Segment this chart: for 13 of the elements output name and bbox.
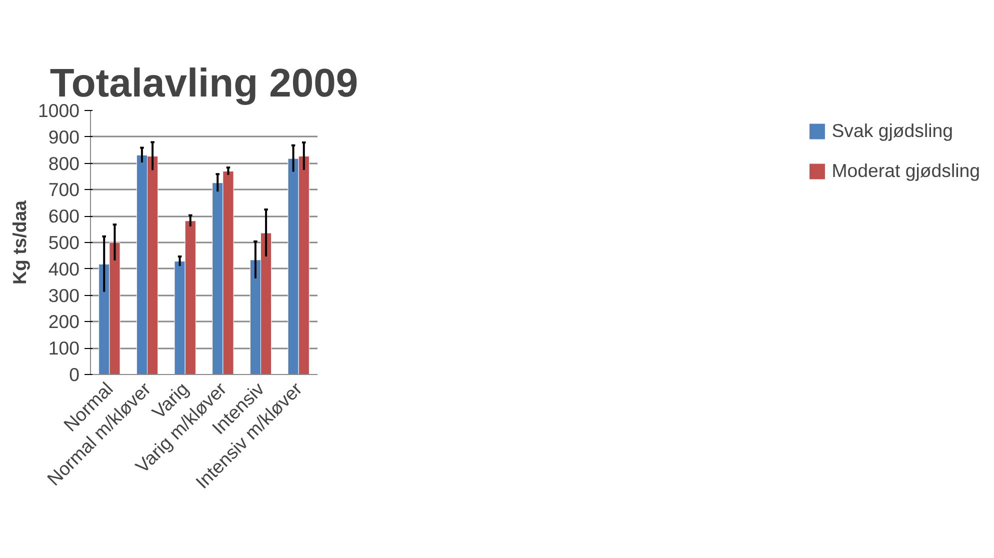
y-tick-label: 300 xyxy=(48,284,80,306)
y-tick-label: 800 xyxy=(48,152,80,174)
legend-label: Moderat gjødsling xyxy=(832,160,980,182)
y-tick-label: 200 xyxy=(48,311,80,332)
y-tick-label: 900 xyxy=(48,126,80,148)
legend-label: Svak gjødsling xyxy=(832,120,954,142)
y-tick-label: 100 xyxy=(48,338,80,359)
y-tick-label: 0 xyxy=(69,364,80,385)
y-tick-label: 600 xyxy=(48,206,80,227)
y-tick-label: 700 xyxy=(48,179,80,200)
y-tick-label: 400 xyxy=(48,258,80,280)
y-tick-label: 500 xyxy=(48,232,80,253)
y-axis-title: Kg ts/daa xyxy=(8,200,30,284)
